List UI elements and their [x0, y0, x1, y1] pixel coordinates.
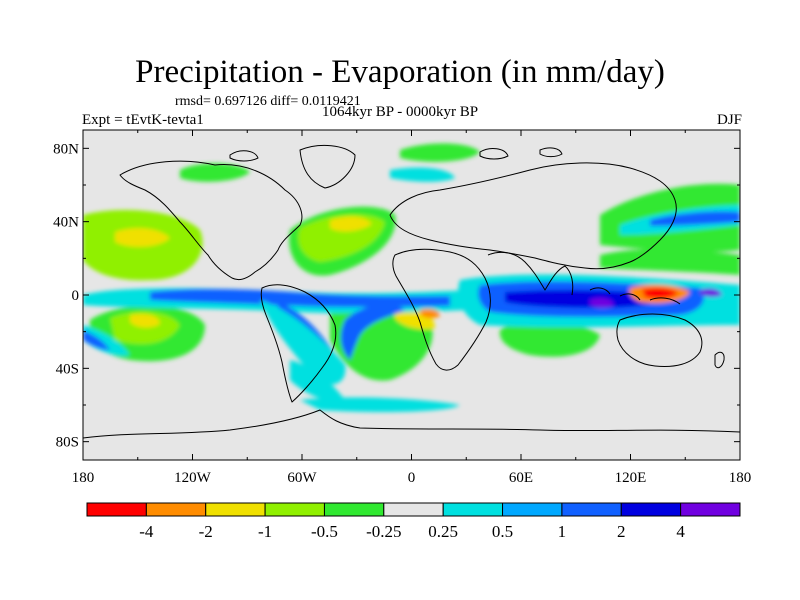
colorbar-box — [620, 502, 682, 517]
coastline-maritime-continent — [589, 287, 681, 305]
axis-ticks — [82, 130, 741, 460]
colorbar: -4 -2 -1 -0.5 -0.25 0.25 0.5 1 2 4 — [86, 502, 741, 541]
y-tick-labels: 80N 40N 0 40S 80S — [53, 141, 79, 450]
coastline-australia — [616, 313, 703, 367]
coastlines — [83, 144, 740, 439]
x-tick-label: 180 — [72, 470, 95, 486]
field-nw-pacific-blue — [650, 211, 740, 226]
field-east-pacific-blue — [83, 330, 110, 350]
colorbar-box — [86, 502, 147, 517]
colorbar-boxes — [86, 502, 741, 517]
plot-title: Precipitation - Evaporation (in mm/day) — [135, 54, 665, 90]
colorbar-box — [383, 502, 444, 517]
field-purple-patch-2 — [700, 288, 722, 297]
experiment-label: Expt = tEvtK-tevta1 — [82, 112, 204, 128]
field-southern-ocean-cyan — [300, 397, 460, 413]
colorbar-label: -0.5 — [311, 522, 338, 541]
y-tick-label: 40N — [53, 215, 79, 231]
colorbar-box — [323, 502, 385, 517]
x-tick-label: 0 — [408, 470, 416, 486]
field-south-atlantic-blue-arc — [340, 304, 405, 360]
field-north-atlantic-cyan — [390, 167, 455, 182]
colorbar-box — [442, 502, 504, 517]
x-tick-labels: 180 120W 60W 0 60E 120E 180 — [72, 470, 752, 486]
x-tick-label: 120E — [615, 470, 647, 486]
field-sw-pacific-lightgreen — [110, 311, 180, 345]
coastline-arabia-india — [487, 251, 574, 296]
x-tick-label: 180 — [729, 470, 752, 486]
colorbar-box — [502, 502, 563, 517]
colorbar-box — [205, 502, 266, 517]
x-tick-label: 60W — [287, 470, 317, 486]
field-spcz-cyan — [260, 300, 346, 385]
field-indo-pacific-deepblue — [505, 289, 660, 308]
y-tick-label: 0 — [72, 288, 80, 304]
colorbar-box — [145, 502, 207, 517]
coastline-africa — [392, 248, 491, 371]
colorbar-label: 0.25 — [428, 522, 458, 541]
colorbar-label: 0.5 — [492, 522, 513, 541]
field-arctic-green — [400, 143, 480, 162]
field-purple-patch-1 — [590, 297, 614, 308]
y-tick-label: 40S — [56, 361, 79, 377]
colorbar-label: -1 — [258, 522, 272, 541]
x-tick-label: 120W — [174, 470, 212, 486]
y-tick-label: 80N — [53, 141, 79, 157]
stats-text: rmsd= 0.697126 diff= 0.0119421 — [175, 94, 361, 109]
colorbar-label: -2 — [199, 522, 213, 541]
coastline-north-america — [119, 160, 303, 281]
period-label: 1064kyr BP - 0000kyr BP — [322, 104, 479, 120]
colorbar-label: -4 — [139, 522, 154, 541]
field-n-atlantic-yellow — [330, 216, 372, 232]
field-n-pacific-yellow — [115, 228, 170, 247]
colorbar-labels: -4 -2 -1 -0.5 -0.25 0.25 0.5 1 2 4 — [139, 522, 685, 541]
colorbar-label: -0.25 — [366, 522, 401, 541]
x-tick-label: 60E — [509, 470, 533, 486]
map-plot-area: 180 120W 60W 0 60E 120E 180 80N 40N 0 40S 80S — [53, 129, 752, 486]
field-west-pacific-green — [600, 249, 740, 275]
field-south-america-cyan — [290, 360, 345, 402]
coastline-arctic-islands — [229, 147, 563, 162]
y-tick-label: 80S — [56, 435, 79, 451]
field-high-lat-green — [180, 163, 250, 182]
coastline-greenland — [299, 144, 356, 189]
field-sw-pacific-yellow — [130, 313, 160, 328]
colorbar-label: 2 — [617, 522, 626, 541]
coastline-europe-asia — [389, 162, 677, 270]
coastline-south-america — [260, 284, 337, 403]
field-indian-ocean-green — [499, 320, 600, 357]
colorbar-label: 4 — [676, 522, 685, 541]
colorbar-box — [680, 502, 741, 517]
field-itcz-atlantic-blue — [150, 288, 450, 308]
colorbar-box — [264, 502, 325, 517]
coastline-new-zealand — [714, 351, 725, 369]
field-maritime-red — [642, 287, 678, 299]
colorbar-box — [561, 502, 622, 517]
field-shading — [83, 143, 740, 413]
coastline-antarctica — [83, 409, 740, 439]
field-east-pacific-cyan — [83, 325, 130, 356]
season-label: DJF — [716, 112, 742, 128]
field-atlantic-orange — [420, 308, 440, 319]
colorbar-label: 1 — [558, 522, 567, 541]
